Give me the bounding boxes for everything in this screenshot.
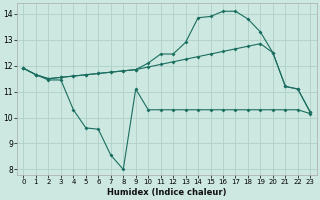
X-axis label: Humidex (Indice chaleur): Humidex (Indice chaleur) [107, 188, 227, 197]
